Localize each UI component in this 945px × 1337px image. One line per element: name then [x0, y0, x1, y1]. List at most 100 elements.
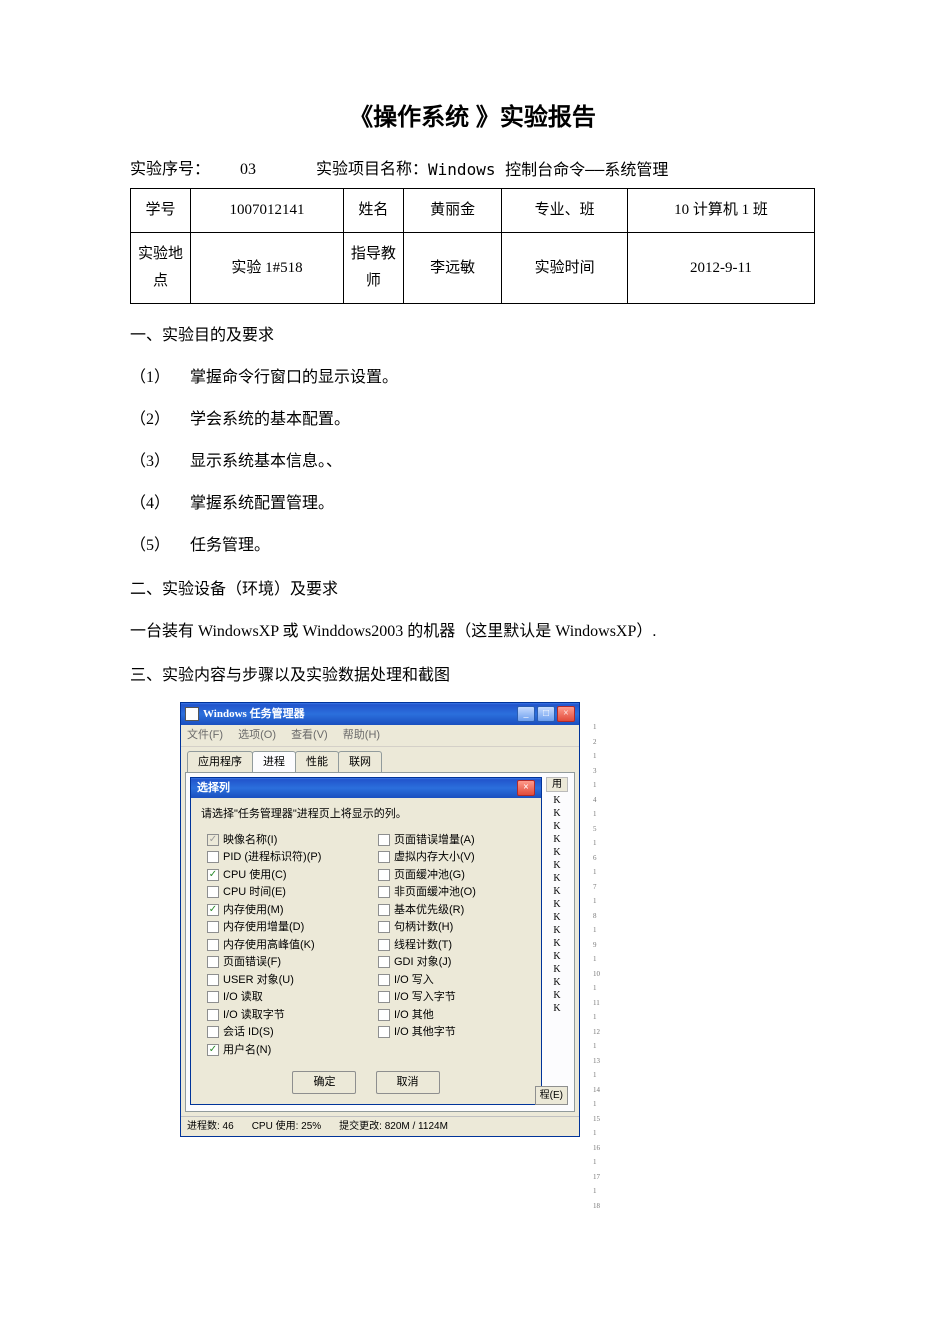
checkbox-row[interactable]: 内存使用(M) — [207, 902, 360, 919]
tab-processes[interactable]: 进程 — [252, 751, 296, 773]
cell-teacher: 李远敏 — [403, 233, 501, 304]
checkbox-label: 页面错误增量(A) — [394, 832, 475, 849]
cell-name: 黄丽金 — [403, 189, 501, 233]
checkbox-row[interactable]: PID (进程标识符)(P) — [207, 849, 360, 866]
checkbox-icon[interactable] — [378, 834, 390, 846]
checkbox-label: 用户名(N) — [223, 1042, 271, 1059]
end-process-button-fragment[interactable]: 程(E) — [535, 1086, 568, 1105]
checkbox-label: 页面缓冲池(G) — [394, 867, 465, 884]
checkbox-icon[interactable] — [207, 1026, 219, 1038]
dialog-titlebar[interactable]: 选择列 × — [191, 778, 541, 798]
checkbox-label: 基本优先级(R) — [394, 902, 464, 919]
project-label: 实验项目名称： — [316, 158, 428, 182]
checkbox-row[interactable]: I/O 其他字节 — [378, 1024, 531, 1041]
checkbox-row[interactable]: CPU 时间(E) — [207, 884, 360, 901]
word-ruler-fragment: 1213141516171819110111112113114115116117… — [593, 720, 600, 1213]
checkbox-row[interactable]: GDI 对象(J) — [378, 954, 531, 971]
tab-body: 选择列 × 请选择"任务管理器"进程页上将显示的列。 映像名称(I)PID (进… — [185, 772, 575, 1112]
checkbox-icon[interactable] — [207, 921, 219, 933]
minimize-button[interactable]: _ — [517, 706, 535, 722]
checkbox-row[interactable]: 用户名(N) — [207, 1042, 360, 1059]
checkbox-icon[interactable] — [378, 956, 390, 968]
status-commit-charge: 提交更改: 820M / 1124M — [339, 1119, 448, 1134]
checkbox-row[interactable]: 页面缓冲池(G) — [378, 867, 531, 884]
section-3-heading: 三、实验内容与步骤以及实验数据处理和截图 — [130, 664, 815, 688]
screenshot-wrap: Windows 任务管理器 _ □ × 文件(F) 选项(O) 查看(V) 帮助… — [180, 702, 815, 1137]
checkbox-icon[interactable] — [207, 956, 219, 968]
item-num: （5） — [130, 534, 190, 558]
checkbox-icon[interactable] — [207, 834, 219, 846]
checkbox-icon[interactable] — [207, 904, 219, 916]
checkbox-row[interactable]: I/O 读取字节 — [207, 1007, 360, 1024]
tab-performance[interactable]: 性能 — [295, 751, 339, 773]
menu-help[interactable]: 帮助(H) — [343, 729, 380, 741]
checkbox-row[interactable]: 线程计数(T) — [378, 937, 531, 954]
tab-applications[interactable]: 应用程序 — [187, 751, 253, 773]
checkbox-row[interactable]: 会话 ID(S) — [207, 1024, 360, 1041]
maximize-button[interactable]: □ — [537, 706, 555, 722]
checkbox-icon[interactable] — [378, 904, 390, 916]
checkbox-label: USER 对象(U) — [223, 972, 294, 989]
item-4: （4）掌握系统配置管理。 — [130, 492, 815, 516]
menu-view[interactable]: 查看(V) — [291, 729, 328, 741]
checkbox-row[interactable]: CPU 使用(C) — [207, 867, 360, 884]
dialog-close-button[interactable]: × — [517, 780, 535, 796]
checkbox-column-left: 映像名称(I)PID (进程标识符)(P)CPU 使用(C)CPU 时间(E)内… — [207, 831, 360, 1060]
checkbox-row[interactable]: 基本优先级(R) — [378, 902, 531, 919]
checkbox-icon[interactable] — [378, 921, 390, 933]
item-num: （4） — [130, 492, 190, 516]
checkbox-row[interactable]: I/O 写入 — [378, 972, 531, 989]
task-manager-titlebar[interactable]: Windows 任务管理器 _ □ × — [181, 703, 579, 725]
checkbox-row[interactable]: I/O 读取 — [207, 989, 360, 1006]
ok-button[interactable]: 确定 — [292, 1071, 356, 1094]
cell-location-label: 实验地点 — [131, 233, 191, 304]
checkbox-icon[interactable] — [378, 851, 390, 863]
checkbox-icon[interactable] — [378, 1009, 390, 1021]
checkbox-row[interactable]: 内存使用高峰值(K) — [207, 937, 360, 954]
checkbox-icon[interactable] — [207, 851, 219, 863]
checkbox-icon[interactable] — [207, 939, 219, 951]
cell-name-label: 姓名 — [343, 189, 403, 233]
checkbox-icon[interactable] — [378, 974, 390, 986]
checkbox-row[interactable]: USER 对象(U) — [207, 972, 360, 989]
checkbox-icon[interactable] — [378, 939, 390, 951]
dialog-instruction: 请选择"任务管理器"进程页上将显示的列。 — [191, 798, 541, 829]
item-text: 学会系统的基本配置。 — [190, 411, 350, 428]
checkbox-row[interactable]: 内存使用增量(D) — [207, 919, 360, 936]
cell-time: 2012-9-11 — [627, 233, 814, 304]
serial-label: 实验序号： — [130, 158, 210, 182]
checkbox-row[interactable]: 页面错误增量(A) — [378, 832, 531, 849]
cancel-button[interactable]: 取消 — [376, 1071, 440, 1094]
menu-options[interactable]: 选项(O) — [238, 729, 276, 741]
section-2-heading: 二、实验设备（环境）及要求 — [130, 578, 815, 602]
checkbox-icon[interactable] — [378, 1026, 390, 1038]
checkbox-label: 虚拟内存大小(V) — [394, 849, 475, 866]
tab-networking[interactable]: 联网 — [338, 751, 382, 773]
checkbox-row[interactable]: I/O 其他 — [378, 1007, 531, 1024]
checkbox-icon[interactable] — [207, 1009, 219, 1021]
tab-bar: 应用程序 进程 性能 联网 — [181, 747, 579, 773]
checkbox-row[interactable]: I/O 写入字节 — [378, 989, 531, 1006]
checkbox-icon[interactable] — [378, 869, 390, 881]
item-text: 掌握系统配置管理。 — [190, 495, 334, 512]
checkbox-icon[interactable] — [207, 869, 219, 881]
checkbox-icon[interactable] — [378, 886, 390, 898]
checkbox-icon[interactable] — [378, 991, 390, 1003]
checkbox-label: 内存使用(M) — [223, 902, 284, 919]
close-button[interactable]: × — [557, 706, 575, 722]
checkbox-icon[interactable] — [207, 1044, 219, 1056]
item-text: 掌握命令行窗口的显示设置。 — [190, 369, 398, 386]
checkbox-row[interactable]: 页面错误(F) — [207, 954, 360, 971]
checkbox-label: CPU 时间(E) — [223, 884, 286, 901]
checkbox-icon[interactable] — [207, 886, 219, 898]
dialog-title: 选择列 — [197, 780, 230, 797]
checkbox-row[interactable]: 句柄计数(H) — [378, 919, 531, 936]
menu-file[interactable]: 文件(F) — [187, 729, 223, 741]
checkbox-icon[interactable] — [207, 974, 219, 986]
checkbox-row[interactable]: 非页面缓冲池(O) — [378, 884, 531, 901]
item-num: （2） — [130, 408, 190, 432]
checkbox-icon[interactable] — [207, 991, 219, 1003]
checkbox-row[interactable]: 映像名称(I) — [207, 832, 360, 849]
cell-location: 实验 1#518 — [191, 233, 344, 304]
checkbox-row[interactable]: 虚拟内存大小(V) — [378, 849, 531, 866]
